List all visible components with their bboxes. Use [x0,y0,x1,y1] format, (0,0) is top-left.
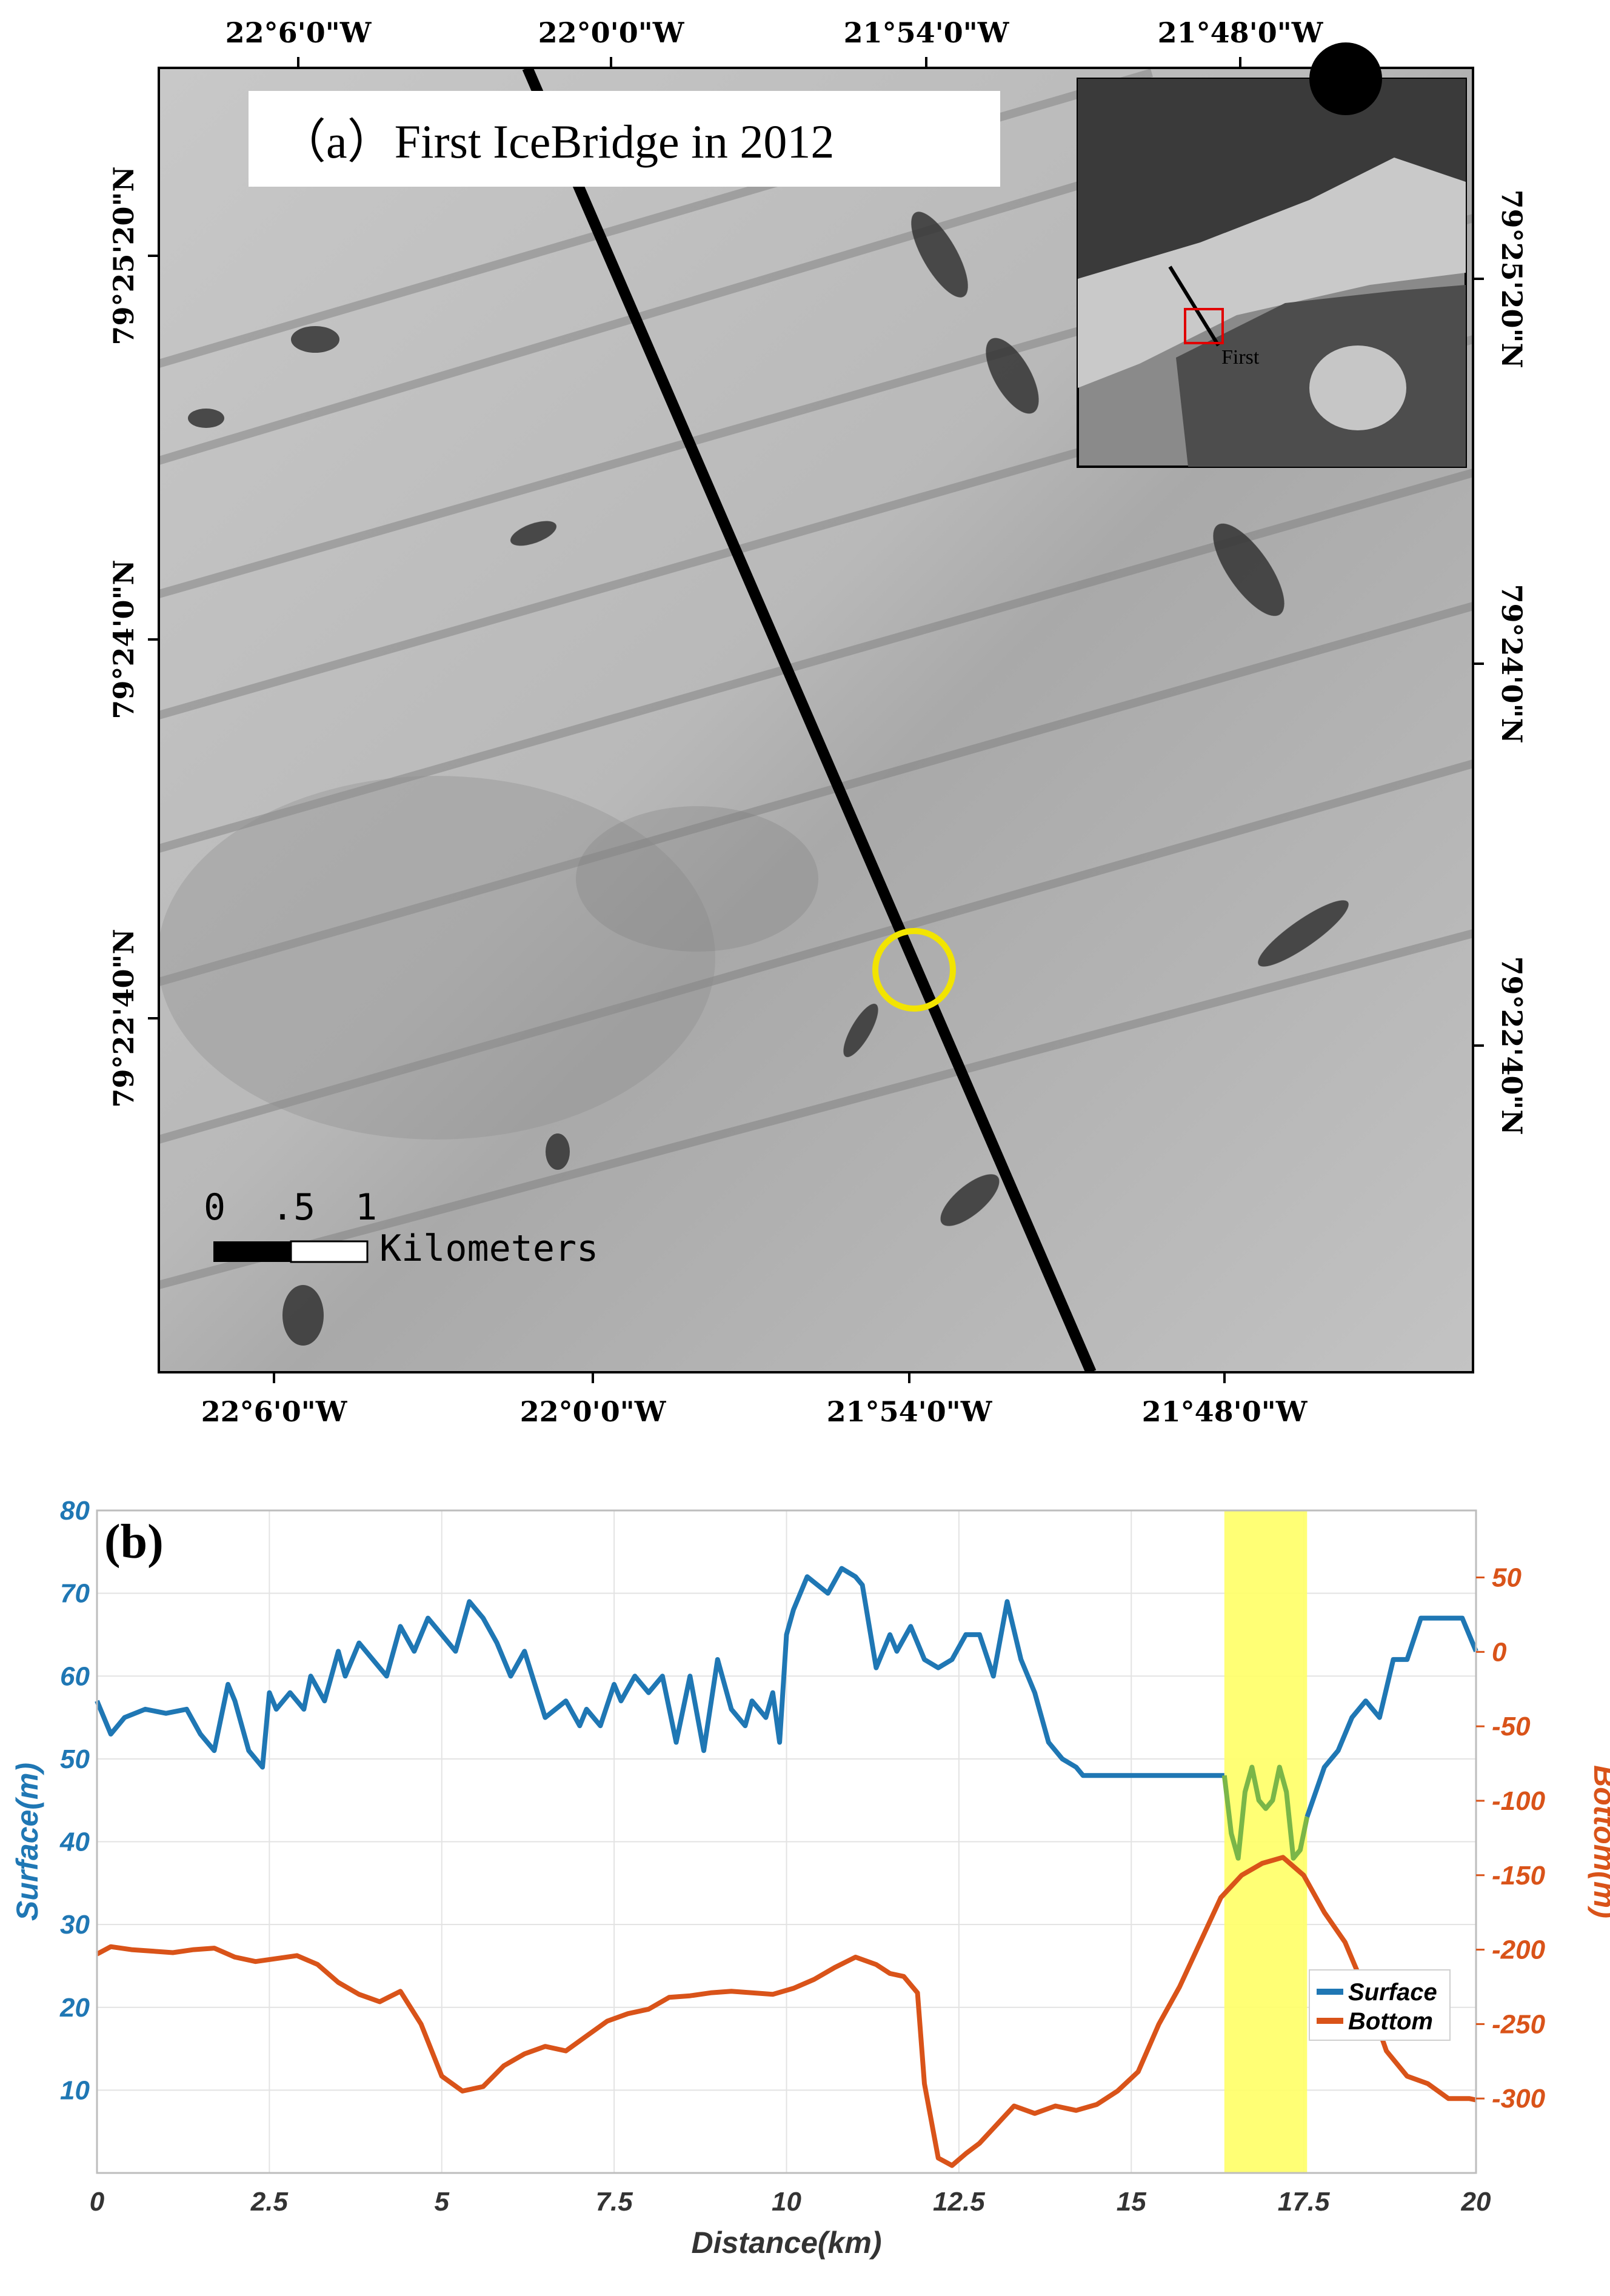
highlight-band [1224,1510,1308,2173]
x-tick-label: 17.5 [1278,2187,1330,2217]
bottom-line [96,1855,1477,2168]
surface-highlighted-line [1221,1764,1310,1861]
left-lat-label-1: 79°24'0"N [107,559,140,719]
scale-unit: Kilometers [379,1227,598,1270]
legend-label-surface: Surface [1348,1979,1437,2006]
right-lat-label-2: 79°22'40"N [1495,956,1528,1135]
y-left-tick-label: 40 [59,1827,90,1857]
y-right-tick-label: -50 [1492,1712,1531,1741]
scale-tick-2: 1 [355,1186,377,1229]
bottom-lon-label-2: 21°54'0"W [827,1395,993,1428]
top-lon-label-2: 21°54'0"W [844,16,1010,49]
panel-b-chart: 0 2.5 5 7.5 10 12.5 15 17.5 20 10 20 30 40 50 60 70 80 -3… [10,1496,1610,2260]
legend-box [1309,1969,1451,2041]
y-left-tick-label: 20 [59,1993,90,2023]
y-right-tick-label: -100 [1492,1786,1546,1816]
x-tick-label: 20 [1461,2187,1491,2217]
legend-label-bottom: Bottom [1348,2008,1433,2035]
x-tick-label: 2.5 [250,2187,289,2217]
bottom-lon-label-3: 21°48'0"W [1142,1395,1308,1428]
top-lon-label-1: 22°0'0"W [538,16,685,49]
surface-line [95,1566,1224,1778]
x-tick-label: 5 [435,2187,450,2217]
y-right-tick-label: -300 [1492,2084,1546,2114]
bottom-lon-label-1: 22°0'0"W [520,1395,667,1428]
x-tick-label: 15 [1117,2187,1146,2217]
left-lat-label-2: 79°22'40"N [107,929,140,1107]
marker-circle [872,928,956,1012]
inset-label: First [1221,346,1260,369]
scale-tick-0: 0 [204,1186,225,1229]
top-lon-label-0: 22°6'0"W [225,16,372,49]
bottom-lon-label-0: 22°6'0"W [201,1395,348,1428]
x-tick-label: 0 [90,2187,105,2217]
scale-bar: 0 .5 1 Kilometers [204,1186,598,1270]
y-right-tick-label: 50 [1492,1563,1521,1593]
y-left-tick-label: 70 [60,1579,90,1609]
right-lat-label-1: 79°24'0"N [1495,584,1528,743]
x-tick-label: 12.5 [933,2187,985,2217]
panel-a-map: （a）First IceBridge in 2012 First 0 .5 1 … [107,16,1528,1428]
y-right-tick-label: -200 [1492,1935,1546,1965]
right-lat-label-0: 79°25'20"N [1495,189,1528,368]
y-left-tick-label: 50 [60,1744,90,1774]
y-left-tick-label: 10 [60,2075,90,2105]
surface-highlighted-line [1304,1615,1478,1818]
top-lon-label-3: 21°48'0"W [1158,16,1324,49]
y-right-tick-label: 0 [1492,1637,1507,1667]
inset-map: First [1077,42,1467,468]
y-right-axis-title: Bottom(m) [1588,1765,1610,1918]
left-lat-label-0: 79°25'20"N [107,166,140,345]
y-left-tick-label: 60 [60,1661,90,1691]
y-left-axis-title: Surface(m) [10,1763,44,1921]
y-left-tick-label: 80 [60,1496,90,1526]
panel-b-label: (b) [104,1515,164,1569]
y-right-tick-label: -250 [1492,2009,1546,2039]
scale-tick-1: .5 [272,1186,315,1229]
x-tick-label: 7.5 [596,2187,633,2217]
x-tick-label: 10 [772,2187,801,2217]
y-right-tick-label: -150 [1492,1861,1546,1891]
x-axis-title: Distance(km) [692,2226,882,2260]
panel-a-title: （a）First IceBridge in 2012 [279,115,834,168]
y-left-tick-label: 30 [60,1910,90,1940]
